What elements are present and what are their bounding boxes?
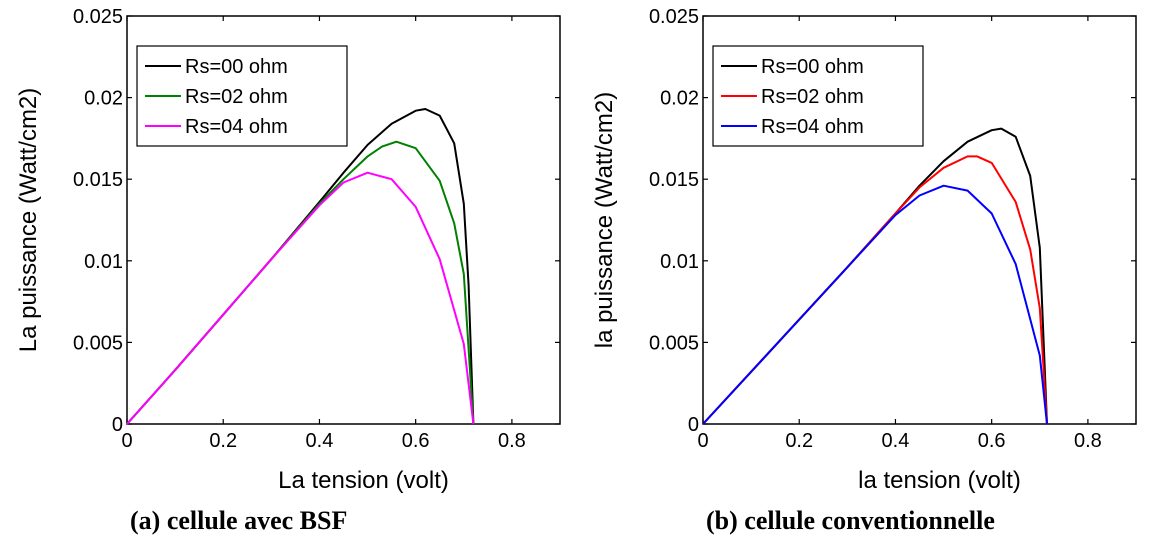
- chart-a: 0 0.2 0.4 0.6 0.8 0 0.005 0.01 0.015 0.02 0.025 La …: [15, 6, 561, 494]
- b-y-tick-label: 0.015: [649, 169, 699, 191]
- b-x-axis-label: la tension (volt): [858, 467, 1021, 494]
- caption-a: (a) cellule avec BSF: [130, 506, 348, 535]
- b-y-axis-label: la puissance (Watt/cm2): [591, 92, 618, 349]
- b-y-tick-label: 0: [688, 414, 699, 436]
- a-x-tick-label: 0.2: [209, 430, 237, 452]
- a-y-tick-label: 0.005: [73, 332, 123, 354]
- a-y-axis-label: La puissance (Watt/cm2): [15, 88, 42, 353]
- b-x-tick-label: 0.8: [1074, 430, 1102, 452]
- a-x-tick-label: 0.8: [498, 430, 526, 452]
- b-y-tick-label: 0.02: [660, 88, 699, 110]
- a-x-tick-label: 0.6: [402, 430, 430, 452]
- a-x-axis-label: La tension (volt): [278, 467, 449, 494]
- a-legend-label-1: Rs=02 ohm: [185, 86, 288, 108]
- b-legend-label-1: Rs=02 ohm: [761, 86, 864, 108]
- caption-b: (b) cellule conventionnelle: [706, 506, 995, 535]
- a-y-tick-label: 0.01: [84, 251, 123, 273]
- a-y-tick-label: 0.015: [73, 169, 123, 191]
- b-y-tick-label: 0.005: [649, 332, 699, 354]
- a-legend-label-0: Rs=00 ohm: [185, 56, 288, 78]
- b-y-tick-label: 0.025: [649, 6, 699, 28]
- a-x-tick-label: 0: [121, 430, 132, 452]
- a-y-tick-label: 0: [112, 414, 123, 436]
- b-x-tick-label: 0: [697, 430, 708, 452]
- b-y-tick-label: 0.01: [660, 251, 699, 273]
- b-legend-label-2: Rs=04 ohm: [761, 116, 864, 138]
- b-x-tick-label: 0.2: [785, 430, 813, 452]
- a-series-line-2: [126, 171, 475, 425]
- a-y-tick-label: 0.025: [73, 6, 123, 28]
- a-x-tick-label: 0.4: [306, 430, 334, 452]
- chart-b: 0 0.2 0.4 0.6 0.8 0 0.005 0.01 0.015 0.02 0.025 la …: [591, 6, 1137, 494]
- b-series-line-2: [702, 184, 1048, 425]
- b-x-tick-label: 0.4: [882, 430, 910, 452]
- b-legend-label-0: Rs=00 ohm: [761, 56, 864, 78]
- a-y-tick-label: 0.02: [84, 88, 123, 110]
- b-x-tick-label: 0.6: [978, 430, 1006, 452]
- a-legend-label-2: Rs=04 ohm: [185, 116, 288, 138]
